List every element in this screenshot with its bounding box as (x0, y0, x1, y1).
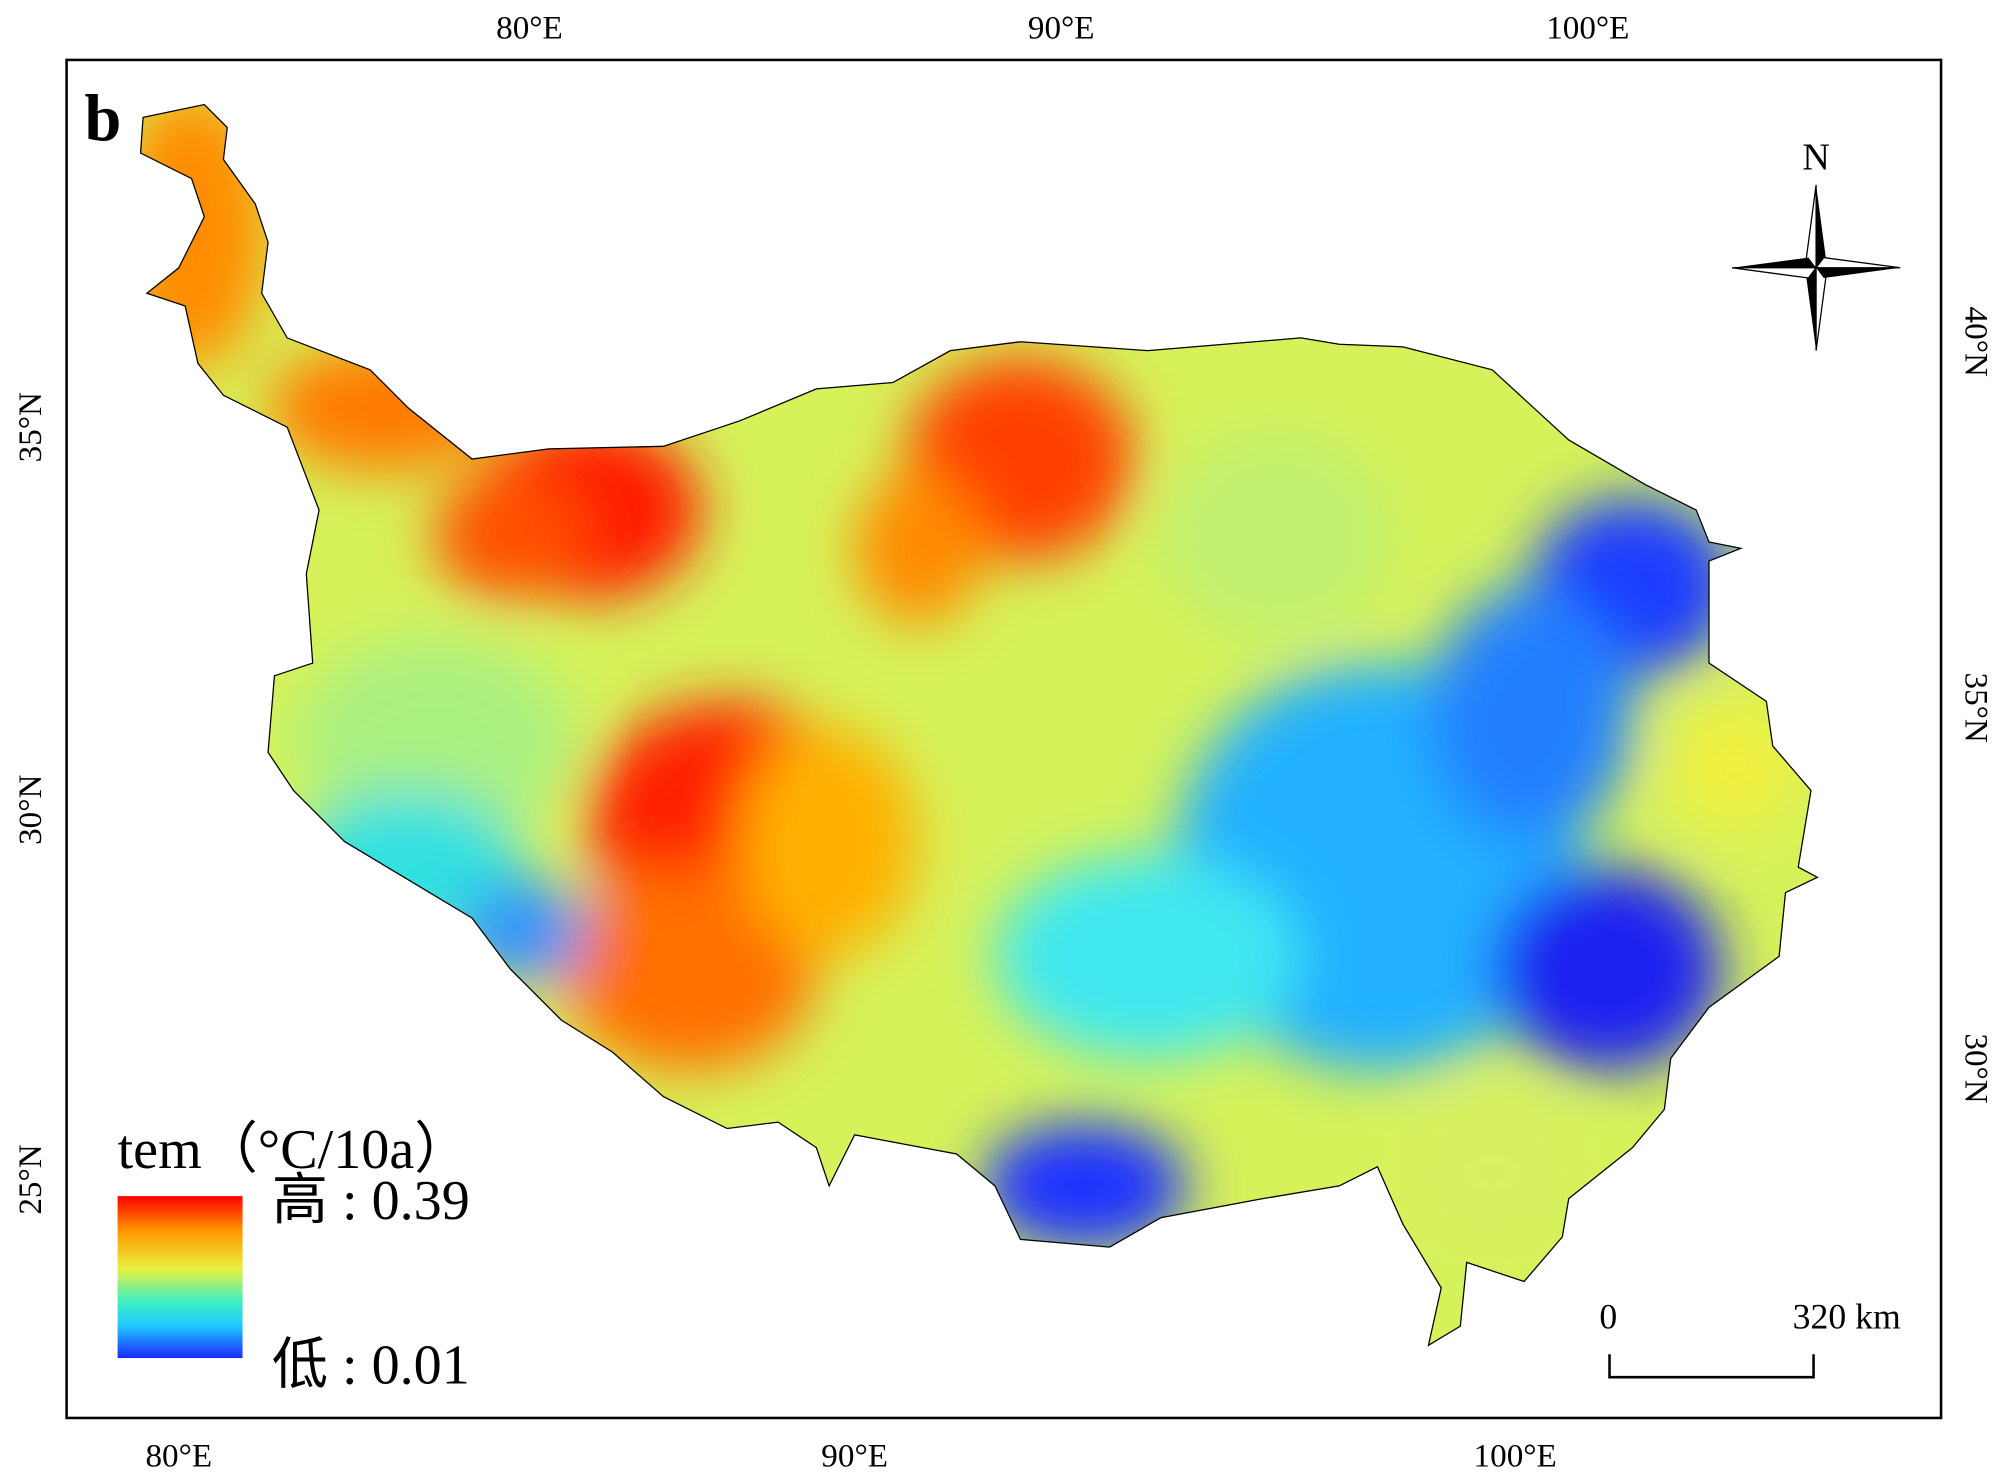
legend-low: 低 : 0.01 (272, 1335, 470, 1397)
left-tick-label: 25°N (12, 1144, 49, 1214)
map-frame (65, 58, 1943, 1420)
graticule-labels: 80°E 90°E 100°E 80°E 90°E 100°E 35°N 30°N 25°N 40… (12, 9, 1994, 1474)
top-tick-label: 80°E (496, 9, 563, 46)
scale-end: 320 km (1793, 1297, 1901, 1337)
bottom-tick-label: 100°E (1474, 1437, 1557, 1474)
plateau-outline (139, 103, 1819, 1347)
bottom-tick-label: 90°E (821, 1437, 888, 1474)
top-tick-label: 100°E (1546, 9, 1629, 46)
right-tick-label: 35°N (1957, 673, 1994, 743)
scale-start: 0 (1599, 1297, 1617, 1337)
left-tick-label: 30°N (12, 774, 49, 844)
left-tick-label: 35°N (12, 392, 49, 462)
north-label: N (1802, 137, 1830, 179)
legend-title: tem（°C/10a） (118, 1119, 471, 1181)
legend-ramp (117, 1196, 243, 1359)
right-tick-label: 30°N (1957, 1033, 1994, 1103)
legend: tem（°C/10a） 高 : 0.39 低 : 0.01 (117, 1119, 471, 1397)
top-tick-label: 90°E (1028, 9, 1095, 46)
panel-label: b (84, 82, 121, 155)
bottom-tick-label: 80°E (145, 1437, 212, 1474)
legend-high: 高 : 0.39 (272, 1170, 470, 1232)
north-arrow: N (1731, 137, 1901, 351)
right-tick-label: 40°N (1957, 307, 1994, 377)
scale-bar: 0 320 km (1599, 1297, 1901, 1379)
